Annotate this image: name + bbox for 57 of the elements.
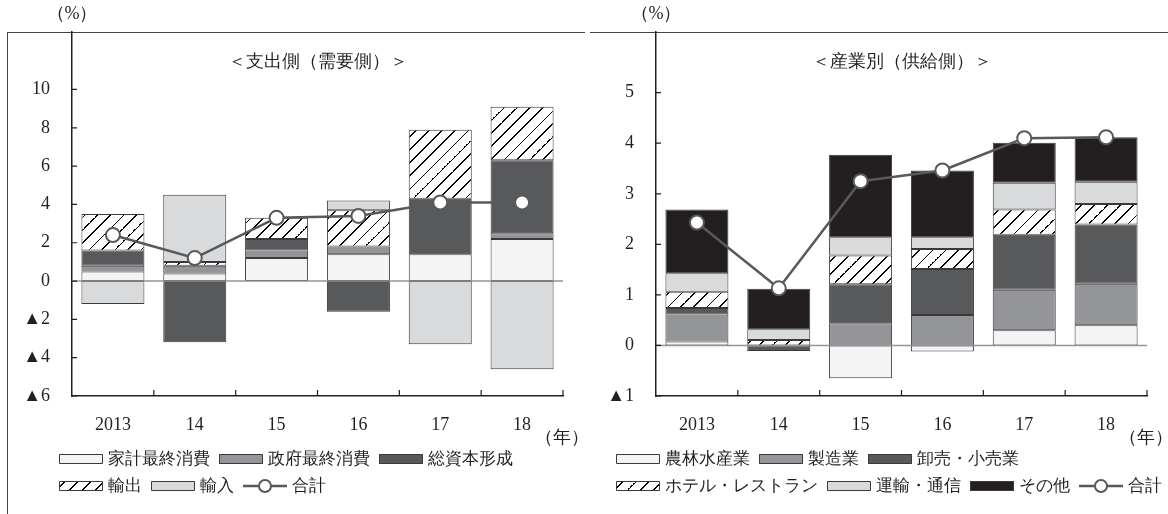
x-tick-label: 18	[1097, 413, 1116, 434]
point	[432, 194, 449, 211]
x-tick-label: 14	[185, 413, 204, 434]
y-tick-label: 0	[41, 269, 50, 290]
point	[852, 173, 869, 190]
y-tick-label: 2	[625, 233, 634, 254]
y-tick-label: 0	[625, 334, 634, 355]
y-axis-title: （%）	[46, 2, 98, 23]
x-tick-label: 2013	[94, 413, 131, 434]
y-tick-label: ▲4	[23, 346, 50, 367]
y-tick-label: ▲6	[23, 384, 50, 405]
point	[1016, 130, 1033, 147]
x-tick-label: 17	[431, 413, 450, 434]
x-tick-label: 15	[851, 413, 870, 434]
x-tick-label: 14	[769, 413, 788, 434]
point	[186, 250, 203, 267]
point	[770, 280, 787, 297]
legend-label: 製造業	[808, 449, 859, 469]
point	[934, 162, 951, 179]
text: ＜支出側（需要側）＞	[227, 50, 408, 71]
legend-label: 合計	[1128, 476, 1162, 496]
point	[688, 214, 705, 231]
x-tick-label: 16	[933, 413, 952, 434]
y-tick-label: 3	[625, 182, 634, 203]
y-tick-label: ▲2	[23, 308, 50, 329]
legend-label: 卸売・小売業	[917, 449, 1019, 469]
x-tick-label: 17	[1015, 413, 1034, 434]
y-tick-label: 2	[41, 231, 50, 252]
legend-label: 運輸・通信	[876, 476, 961, 496]
y-axis-title: （%）	[630, 2, 682, 23]
point	[350, 207, 367, 224]
text: ＜産業別（供給側）＞	[811, 50, 992, 71]
point	[268, 209, 285, 226]
legend-label: 政府最終消費	[268, 449, 370, 469]
y-tick-label: 1	[625, 283, 634, 304]
y-tick-label: 10	[32, 78, 50, 99]
legend-label: 輸入	[200, 476, 234, 496]
y-tick-label: 4	[625, 131, 634, 152]
y-tick-label: ▲1	[607, 384, 634, 405]
y-tick-label: 4	[41, 193, 50, 214]
x-axis-title: （年）	[535, 426, 589, 447]
x-tick-label: 15	[267, 413, 286, 434]
y-tick-label: 6	[41, 154, 50, 175]
y-tick-label: 5	[625, 81, 634, 102]
x-tick-label: 18	[513, 413, 532, 434]
legend-label: その他	[1019, 476, 1070, 496]
y-tick-label: 8	[41, 116, 50, 137]
legend-label: 総資本形成	[427, 449, 513, 469]
x-axis-title: （年）	[1119, 426, 1168, 447]
legend-label: 農林水産業	[665, 449, 750, 469]
legend-label: ホテル・レストラン	[665, 476, 818, 496]
legend-label: 合計	[292, 476, 326, 496]
legend-label: 家計最終消費	[108, 449, 210, 469]
x-tick-label: 16	[349, 413, 368, 434]
x-tick-label: 2013	[678, 413, 715, 434]
point	[1098, 129, 1115, 146]
legend-label: 輸出	[108, 476, 142, 496]
